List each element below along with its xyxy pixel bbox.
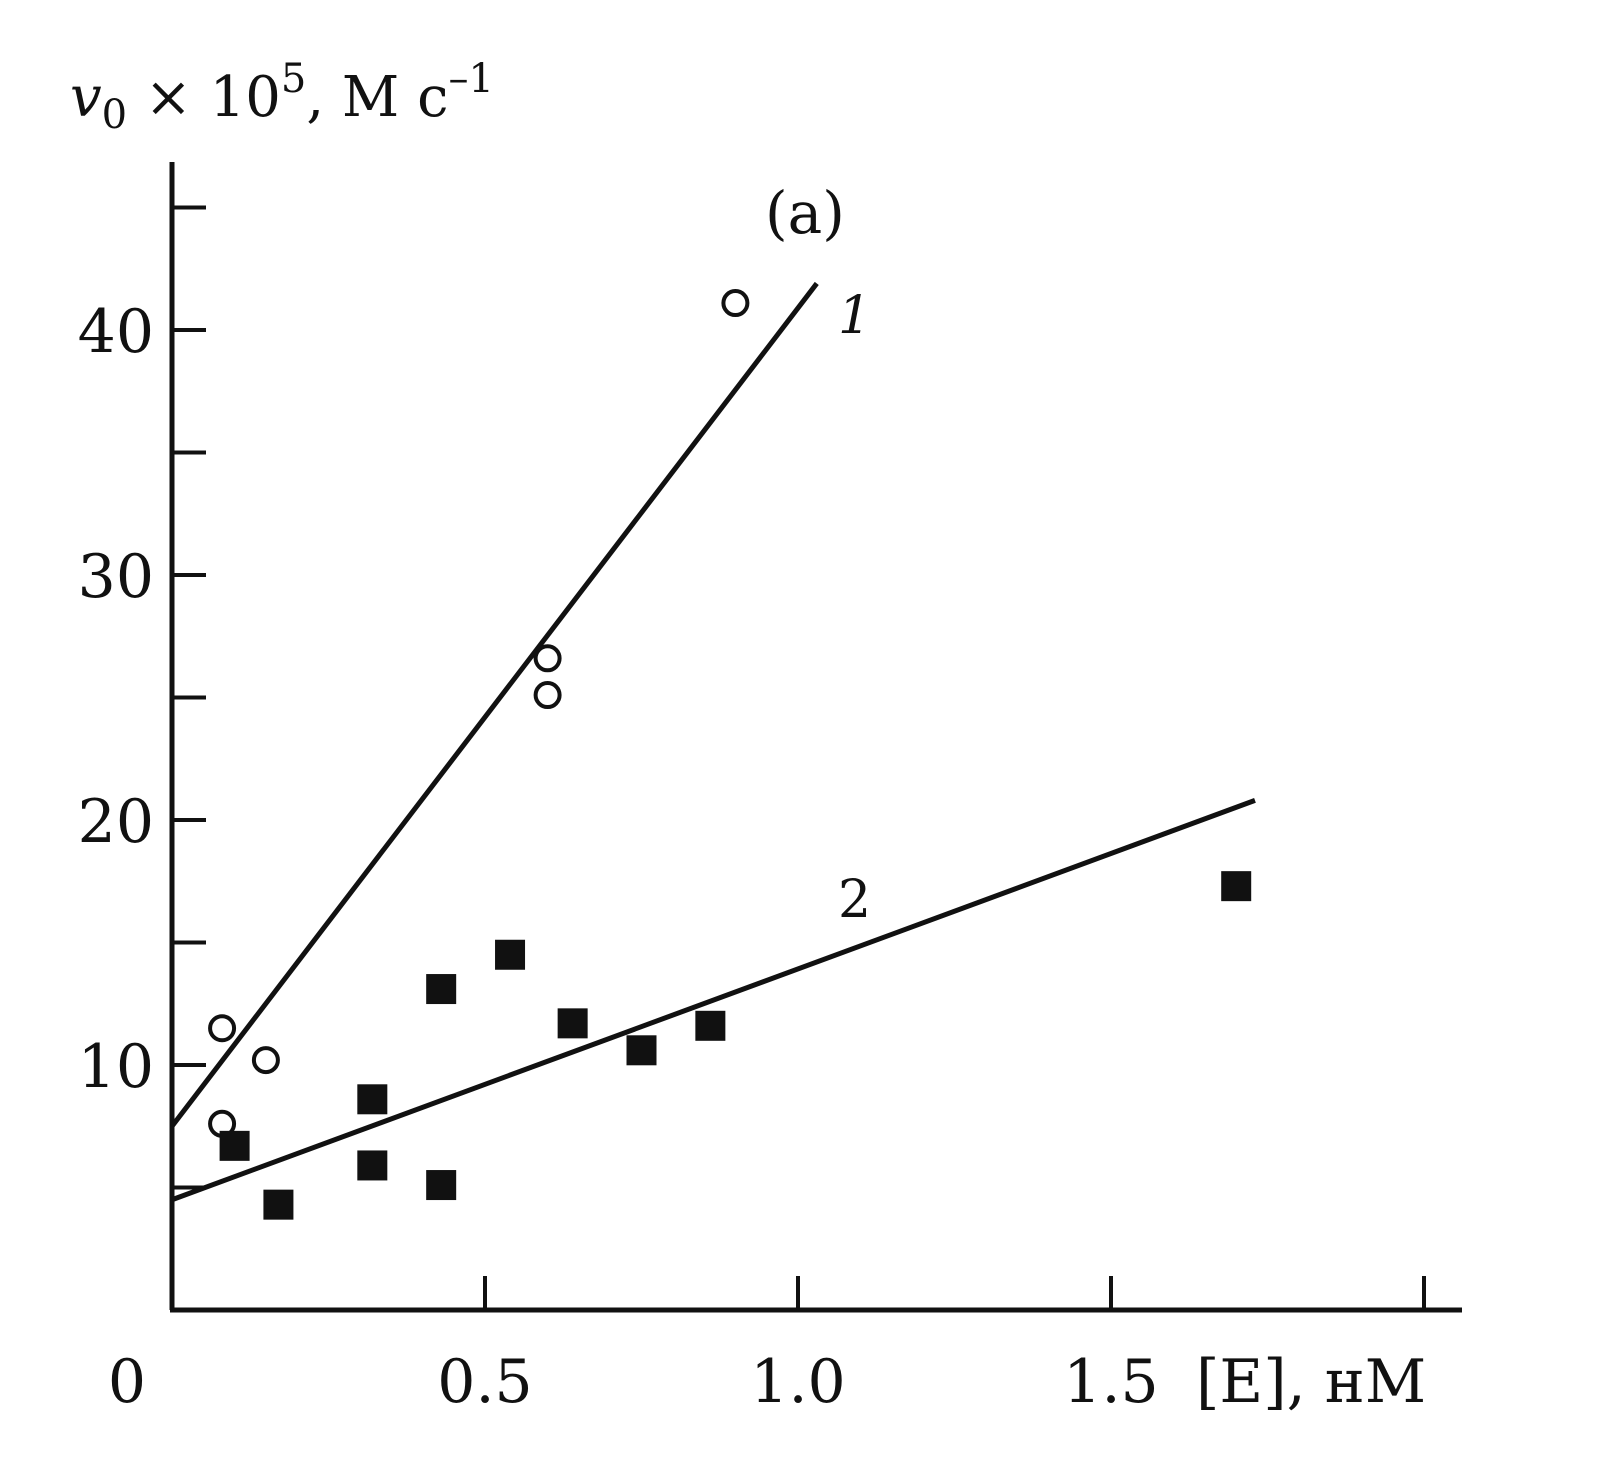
y-axis-label-unit: , M c <box>306 65 448 130</box>
y-axis-label: v0 × 105, M c–1 <box>70 56 494 138</box>
y-tick-label: 30 <box>78 542 154 612</box>
curve-labels: 12 <box>838 286 871 930</box>
y-axis-label-base: v <box>70 65 102 130</box>
fit-line-2 <box>171 798 1256 1203</box>
filled-square-marker <box>219 1130 250 1161</box>
filled-square-marker <box>695 1010 726 1041</box>
filled-square-marker <box>357 1084 388 1115</box>
filled-square-marker <box>426 974 457 1005</box>
x-tick-label: 1.0 <box>750 1347 845 1417</box>
filled-square-marker <box>1221 871 1252 902</box>
filled-square-marker <box>495 939 526 970</box>
y-tick-label: 40 <box>78 297 154 367</box>
markers <box>208 289 1252 1220</box>
fit-lines <box>170 281 1256 1203</box>
x-tick-label: 0 <box>108 1347 146 1417</box>
filled-square-marker <box>263 1189 294 1220</box>
open-circle-marker <box>533 644 562 673</box>
y-axis-label-mid: × 10 <box>127 65 281 130</box>
y-axis-label-unit-sup: –1 <box>448 56 493 102</box>
x-axis-label: [E], нM <box>1196 1347 1426 1417</box>
filled-square-marker <box>357 1150 388 1181</box>
filled-square-marker <box>426 1170 457 1201</box>
axes <box>169 162 1462 1313</box>
y-axis-label-sub: 0 <box>102 92 127 138</box>
open-circle-marker <box>533 681 562 710</box>
filled-square-marker <box>626 1035 657 1066</box>
filled-square-marker <box>557 1008 588 1039</box>
y-tick-label: 10 <box>78 1032 154 1102</box>
open-circle-marker <box>208 1014 237 1043</box>
y-tick-label: 20 <box>78 787 154 857</box>
curve-label-1: 1 <box>838 286 871 346</box>
ticks <box>172 205 1426 1310</box>
tick-labels: 10 20 30 40 0 0.5 1.0 1.5 <box>78 297 1159 1417</box>
fit-line-1 <box>170 281 819 1128</box>
x-tick-label: 0.5 <box>437 1347 532 1417</box>
open-circle-marker <box>251 1046 280 1075</box>
open-circle-marker <box>721 289 750 318</box>
x-tick-label: 1.5 <box>1063 1347 1158 1417</box>
curve-label-2: 2 <box>838 870 871 930</box>
y-axis-label-sup: 5 <box>281 56 306 102</box>
panel-label: (a) <box>765 179 845 247</box>
